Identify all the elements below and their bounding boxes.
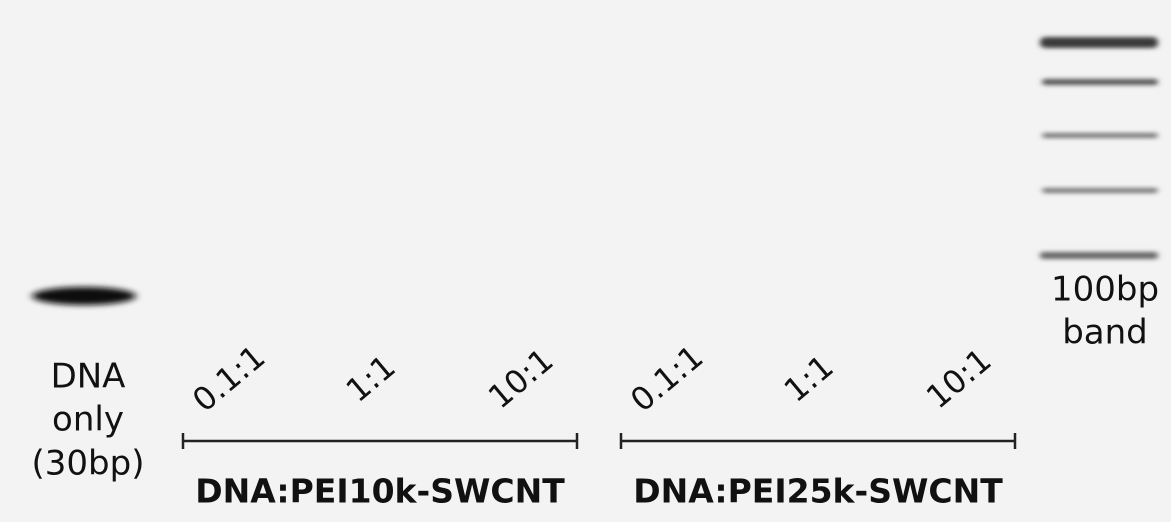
control-label: (30bp) bbox=[32, 444, 145, 484]
control-label: only bbox=[52, 400, 124, 440]
ladder-band bbox=[1042, 133, 1158, 138]
gel-figure: DNA only (30bp) 100bp band DNA:PEI10k-SW… bbox=[0, 0, 1171, 522]
ladder-band bbox=[1040, 252, 1158, 259]
gel-background bbox=[0, 0, 1171, 522]
ladder-band bbox=[1042, 188, 1158, 193]
control-label: DNA bbox=[51, 357, 126, 397]
ladder-label: band bbox=[1062, 313, 1148, 353]
group-title: DNA:PEI25k-SWCNT bbox=[633, 472, 1003, 511]
group-title: DNA:PEI10k-SWCNT bbox=[195, 472, 565, 511]
ladder-label: 100bp bbox=[1051, 270, 1159, 310]
ladder-band bbox=[1040, 37, 1158, 48]
dna-band bbox=[32, 287, 136, 305]
ladder-band bbox=[1042, 79, 1158, 85]
